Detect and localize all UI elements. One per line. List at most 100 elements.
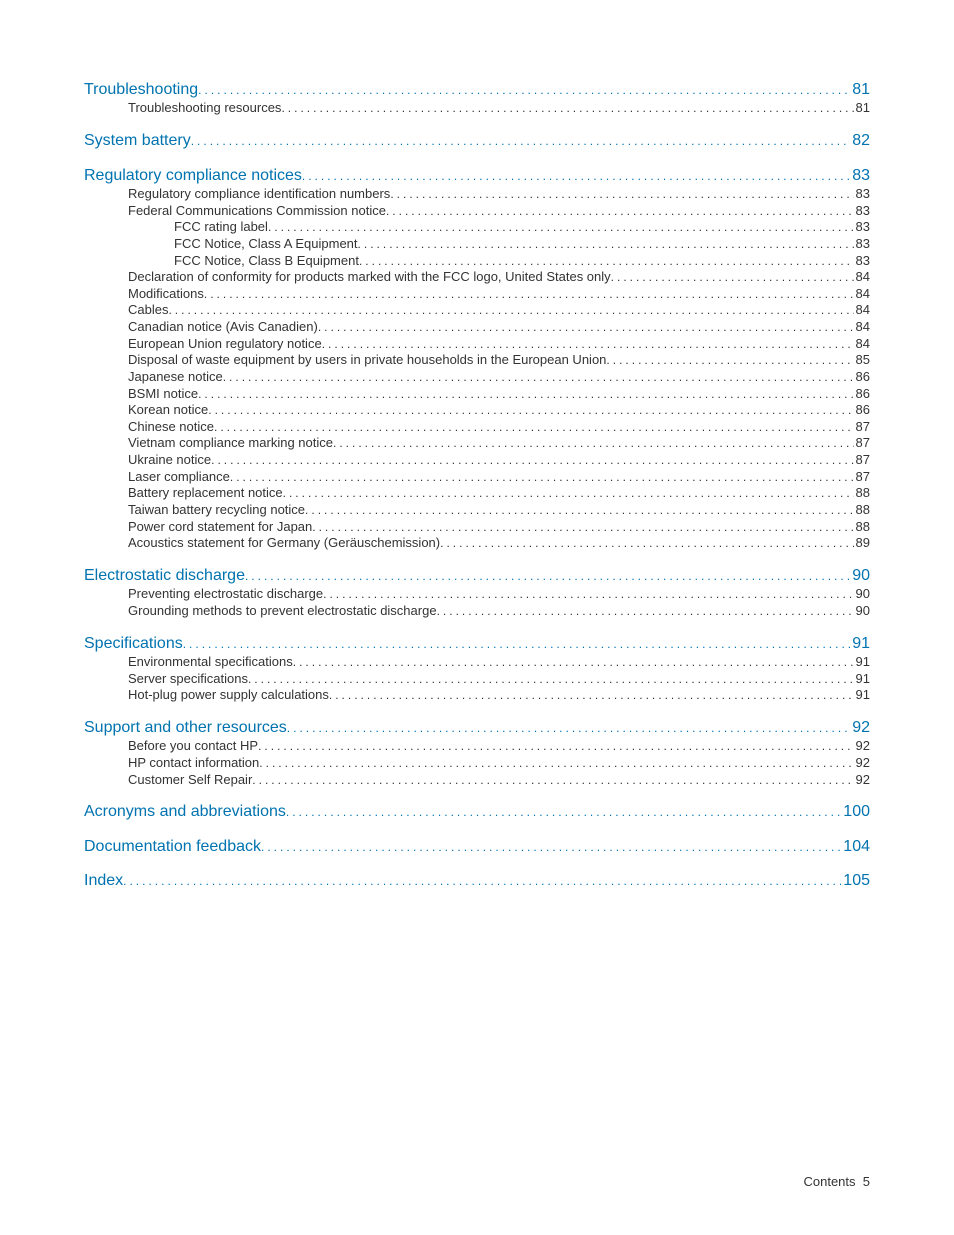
toc-entry: Laser compliance87 <box>128 469 870 486</box>
toc-entry: HP contact information92 <box>128 755 870 772</box>
toc-page-number[interactable]: 92 <box>850 718 870 738</box>
toc-entry: BSMI notice86 <box>128 386 870 403</box>
toc-item-label: Battery replacement notice <box>128 485 283 502</box>
toc-entry: Server specifications91 <box>128 671 870 688</box>
toc-entry: Environmental specifications 91 <box>128 654 870 671</box>
toc-leader-dots <box>440 536 853 551</box>
toc-page-number: 83 <box>854 253 870 270</box>
toc-page-number[interactable]: 91 <box>850 634 870 654</box>
toc-page-number[interactable]: 82 <box>850 131 870 151</box>
toc-section-link[interactable]: Index <box>84 871 123 891</box>
toc-leader-dots <box>390 187 853 202</box>
toc-entry: Electrostatic discharge 90 <box>84 566 870 586</box>
toc-section-link[interactable]: Acronyms and abbreviations <box>84 802 286 822</box>
toc-page-number: 92 <box>854 755 870 772</box>
toc-item-label: Preventing electrostatic discharge <box>128 586 323 603</box>
toc-page-number: 83 <box>854 236 870 253</box>
toc-item-label: Declaration of conformity for products m… <box>128 269 611 286</box>
footer-page-number: 5 <box>863 1174 870 1189</box>
toc-leader-dots <box>268 220 854 235</box>
toc-leader-dots <box>283 486 854 501</box>
toc-item-label: Cables <box>128 302 168 319</box>
toc-item-label: European Union regulatory notice <box>128 336 322 353</box>
toc-entry: Customer Self Repair92 <box>128 772 870 789</box>
toc-leader-dots <box>287 721 850 736</box>
toc-leader-dots <box>312 520 853 535</box>
toc-section-link[interactable]: Electrostatic discharge <box>84 566 245 586</box>
toc-entry: System battery 82 <box>84 131 870 151</box>
toc-entry: Chinese notice87 <box>128 419 870 436</box>
toc-leader-dots <box>214 420 854 435</box>
toc-page-number[interactable]: 81 <box>850 80 870 100</box>
toc-leader-dots <box>281 101 853 116</box>
toc-leader-dots <box>293 655 854 670</box>
toc-page-number: 86 <box>854 402 870 419</box>
toc-leader-dots <box>259 756 853 771</box>
toc-entry: Battery replacement notice88 <box>128 485 870 502</box>
toc-section-link[interactable]: Regulatory compliance notices <box>84 166 302 186</box>
toc-entry: Documentation feedback 104 <box>84 837 870 857</box>
toc-page-number: 85 <box>854 352 870 369</box>
toc-section-link[interactable]: Support and other resources <box>84 718 287 738</box>
toc-page-number: 88 <box>854 519 870 536</box>
toc-entry: FCC Notice, Class B Equipment 83 <box>174 253 870 270</box>
toc-section-link[interactable]: System battery <box>84 131 191 151</box>
toc-leader-dots <box>437 604 854 619</box>
toc-entry: Korean notice86 <box>128 402 870 419</box>
toc-leader-dots <box>333 436 854 451</box>
toc-item-label: Grounding methods to prevent electrostat… <box>128 603 437 620</box>
toc-page-number: 92 <box>854 738 870 755</box>
toc-entry: Regulatory compliance identification num… <box>128 186 870 203</box>
toc-section-link[interactable]: Troubleshooting <box>84 80 198 100</box>
table-of-contents: Troubleshooting81Troubleshooting resourc… <box>84 80 870 892</box>
toc-leader-dots <box>230 470 854 485</box>
toc-entry: Preventing electrostatic discharge 90 <box>128 586 870 603</box>
toc-entry: Modifications84 <box>128 286 870 303</box>
toc-page-number: 84 <box>854 286 870 303</box>
toc-item-label: Troubleshooting resources <box>128 100 281 117</box>
toc-page-number: 91 <box>854 654 870 671</box>
toc-entry: Index 105 <box>84 871 870 891</box>
toc-page-number: 87 <box>854 419 870 436</box>
toc-section-link[interactable]: Documentation feedback <box>84 837 261 857</box>
toc-page-number: 90 <box>854 586 870 603</box>
toc-entry: Hot-plug power supply calculations91 <box>128 687 870 704</box>
toc-item-label: FCC rating label <box>174 219 268 236</box>
toc-page-number: 83 <box>854 186 870 203</box>
toc-entry: Acoustics statement for Germany (Geräusc… <box>128 535 870 552</box>
toc-leader-dots <box>245 569 850 584</box>
toc-page-number: 90 <box>854 603 870 620</box>
toc-page-number[interactable]: 90 <box>850 566 870 586</box>
toc-page-number[interactable]: 100 <box>841 802 870 822</box>
toc-entry: Acronyms and abbreviations 100 <box>84 802 870 822</box>
toc-leader-dots <box>261 840 841 855</box>
toc-item-label: Acoustics statement for Germany (Geräusc… <box>128 535 440 552</box>
toc-page-number[interactable]: 105 <box>841 871 870 891</box>
toc-entry: Troubleshooting resources 81 <box>128 100 870 117</box>
toc-item-label: Canadian notice (Avis Canadien) <box>128 319 318 336</box>
toc-entry: Specifications 91 <box>84 634 870 654</box>
toc-leader-dots <box>611 270 854 285</box>
footer-label: Contents <box>803 1174 855 1189</box>
toc-item-label: Environmental specifications <box>128 654 293 671</box>
toc-leader-dots <box>305 503 854 518</box>
toc-item-label: Power cord statement for Japan <box>128 519 312 536</box>
toc-item-label: Vietnam compliance marking notice <box>128 435 333 452</box>
toc-entry: Troubleshooting 81 <box>84 80 870 100</box>
toc-page-number: 81 <box>854 100 870 117</box>
toc-page-number[interactable]: 83 <box>850 166 870 186</box>
toc-page-number[interactable]: 104 <box>841 837 870 857</box>
toc-page-number: 92 <box>854 772 870 789</box>
toc-page-number: 83 <box>854 219 870 236</box>
toc-page-number: 86 <box>854 369 870 386</box>
toc-leader-dots <box>258 739 853 754</box>
toc-leader-dots <box>208 403 853 418</box>
toc-entry: Grounding methods to prevent electrostat… <box>128 603 870 620</box>
toc-page-number: 84 <box>854 302 870 319</box>
toc-leader-dots <box>223 370 854 385</box>
toc-item-label: Hot-plug power supply calculations <box>128 687 329 704</box>
toc-section-link[interactable]: Specifications <box>84 634 183 654</box>
toc-entry: European Union regulatory notice84 <box>128 336 870 353</box>
toc-leader-dots <box>318 320 854 335</box>
toc-item-label: FCC Notice, Class B Equipment <box>174 253 359 270</box>
